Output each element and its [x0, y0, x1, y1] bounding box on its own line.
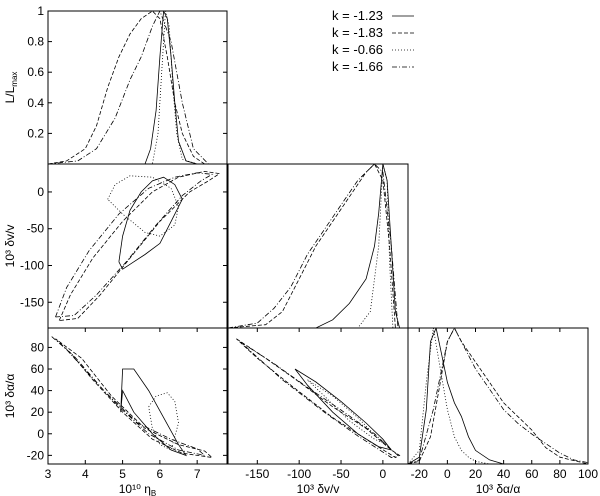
x-tick-label: 0: [380, 467, 387, 481]
series-line-dotted: [107, 175, 179, 237]
series-line-solid: [120, 368, 188, 457]
series-line-solid: [228, 164, 408, 328]
panel-dv-likelihood: [227, 163, 409, 329]
x-tick-label: 60: [525, 467, 539, 481]
y-tick-label: -100: [20, 258, 44, 272]
panel-frame: [47, 327, 228, 465]
y-tick-label: 0.8: [27, 35, 44, 49]
y-axis-label: 10³ δv/v: [3, 225, 17, 268]
series-line-dashed: [58, 170, 221, 321]
series-line-dashdot: [48, 11, 209, 164]
y-axis-label: L/Lmax: [3, 72, 19, 104]
x-tick-label: 3: [45, 467, 52, 481]
series-line-dashed: [55, 338, 214, 459]
series-group: [228, 164, 408, 328]
panel-frame: [407, 327, 589, 465]
y-tick-label: 0.6: [27, 65, 44, 79]
y-tick-label: 0.2: [27, 126, 44, 140]
panel-da-likelihood: -20 0 20 40 60 80 100 10³ δα/α: [407, 327, 598, 496]
series-line-dotted: [228, 164, 408, 328]
series-group: [408, 328, 588, 464]
legend-label: k = -1.66: [332, 59, 383, 74]
x-tick-label: 4: [82, 467, 89, 481]
legend: k = -1.23 k = -1.83 k = -0.66 k = -1.66: [332, 8, 414, 74]
series-line-solid: [48, 11, 198, 164]
panel-eta-likelihood: 0.2 0.4 0.6 0.8 1 L/Lmax: [3, 4, 228, 165]
x-tick-label: 6: [157, 467, 164, 481]
series-line-dotted: [48, 11, 198, 164]
y-tick-label: -20: [27, 448, 45, 462]
x-axis-label: 10³ δv/v: [297, 482, 340, 496]
y-tick-label: 80: [31, 340, 45, 354]
series-group: [48, 11, 209, 164]
x-tick-label: -20: [411, 467, 429, 481]
series-line-dashdot: [408, 328, 588, 464]
x-tick-label: 7: [194, 467, 201, 481]
y-tick-label: 20: [31, 405, 45, 419]
series-line-dashed: [236, 338, 401, 458]
y-tick-label: 0: [37, 185, 44, 199]
x-axis-label: 10³ δα/α: [476, 482, 521, 496]
series-line-dashdot: [228, 164, 408, 328]
series-line-dashdot: [51, 336, 207, 457]
legend-label: k = -1.83: [332, 25, 383, 40]
panel-frame: [47, 163, 228, 329]
x-tick-label: 20: [469, 467, 483, 481]
series-line-dashed: [228, 164, 408, 328]
series-group: [55, 170, 221, 321]
y-tick-label: -50: [27, 222, 45, 236]
x-tick-label: 80: [553, 467, 567, 481]
legend-label: k = -1.23: [332, 8, 383, 23]
x-tick-label: 0: [444, 467, 451, 481]
y-tick-label: 1: [37, 4, 44, 18]
panel-eta-da: -20 0 20 40 60 80 3 4 5 6 7 10³ δα/α 10¹⁰ ηB: [3, 327, 228, 496]
panel-frame: [47, 10, 228, 165]
y-tick-label: -150: [20, 295, 44, 309]
series-line-solid: [294, 368, 393, 451]
x-tick-label: -50: [332, 467, 350, 481]
y-tick-label: 0.4: [27, 96, 44, 110]
series-line-solid: [118, 176, 183, 270]
panel-eta-dv: -150 -100 -50 0 10³ δv/v: [3, 163, 228, 329]
series-line-solid: [408, 328, 504, 464]
series-group: [236, 338, 401, 458]
x-tick-label: 40: [497, 467, 511, 481]
series-line-dotted: [408, 328, 490, 464]
x-tick-label: 5: [119, 467, 126, 481]
x-tick-label: 100: [578, 467, 598, 481]
x-axis-label: 10¹⁰ ηB: [119, 482, 157, 496]
x-tick-label: -150: [245, 467, 269, 481]
y-tick-label: 60: [31, 362, 45, 376]
series-line-dashdot: [55, 172, 214, 318]
series-line-dashdot: [240, 341, 399, 458]
legend-label: k = -0.66: [332, 42, 383, 57]
series-line-dotted: [148, 392, 179, 451]
series-line-dashed: [48, 11, 205, 164]
y-axis-label: 10³ δα/α: [3, 374, 17, 419]
y-tick-label: 0: [37, 427, 44, 441]
series-group: [51, 336, 214, 459]
y-tick-label: 40: [31, 384, 45, 398]
x-tick-label: -100: [287, 467, 311, 481]
series-line-dashed: [408, 328, 588, 464]
panel-dv-da: -150 -100 -50 0 10³ δv/v: [227, 327, 409, 496]
